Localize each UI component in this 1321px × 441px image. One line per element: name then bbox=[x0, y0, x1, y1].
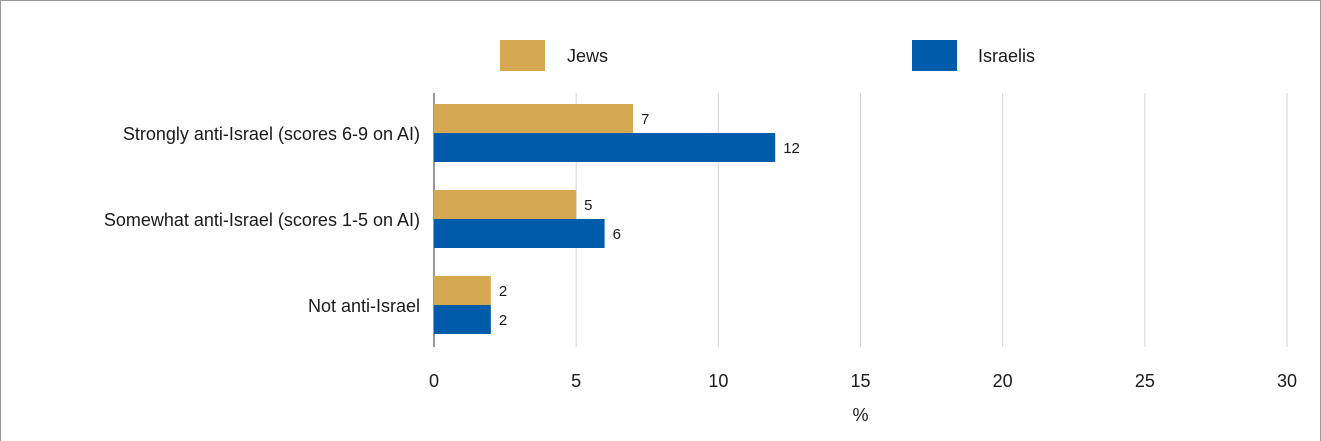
x-tick-label: 5 bbox=[571, 371, 581, 391]
data-label: 2 bbox=[499, 283, 507, 300]
x-tick-label: 20 bbox=[993, 371, 1013, 391]
category-label: Somewhat anti-Israel (scores 1-5 on AI) bbox=[104, 210, 420, 230]
bar-israelis bbox=[434, 219, 605, 248]
data-label: 12 bbox=[783, 140, 800, 157]
legend-swatch-israelis bbox=[912, 40, 957, 71]
legend-swatch-jews bbox=[500, 40, 545, 71]
x-tick-label: 0 bbox=[429, 371, 439, 391]
bar-jews bbox=[434, 104, 634, 133]
x-tick-label: 15 bbox=[850, 371, 870, 391]
legend-label: Jews bbox=[567, 46, 608, 66]
bar-israelis bbox=[434, 133, 776, 162]
bar-israelis bbox=[434, 305, 491, 334]
x-tick-label: 25 bbox=[1135, 371, 1155, 391]
data-label: 2 bbox=[499, 312, 507, 329]
category-label: Not anti-Israel bbox=[308, 296, 420, 316]
data-label: 6 bbox=[613, 226, 621, 243]
data-label: 7 bbox=[641, 111, 649, 128]
legend-label: Israelis bbox=[978, 46, 1035, 66]
x-tick-label: 10 bbox=[708, 371, 728, 391]
category-label: Strongly anti-Israel (scores 6-9 on AI) bbox=[123, 124, 420, 144]
bar-jews bbox=[434, 190, 577, 219]
bar-jews bbox=[434, 276, 491, 305]
data-label: 5 bbox=[584, 197, 592, 214]
x-axis-title: % bbox=[852, 405, 868, 425]
x-tick-label: 30 bbox=[1277, 371, 1297, 391]
